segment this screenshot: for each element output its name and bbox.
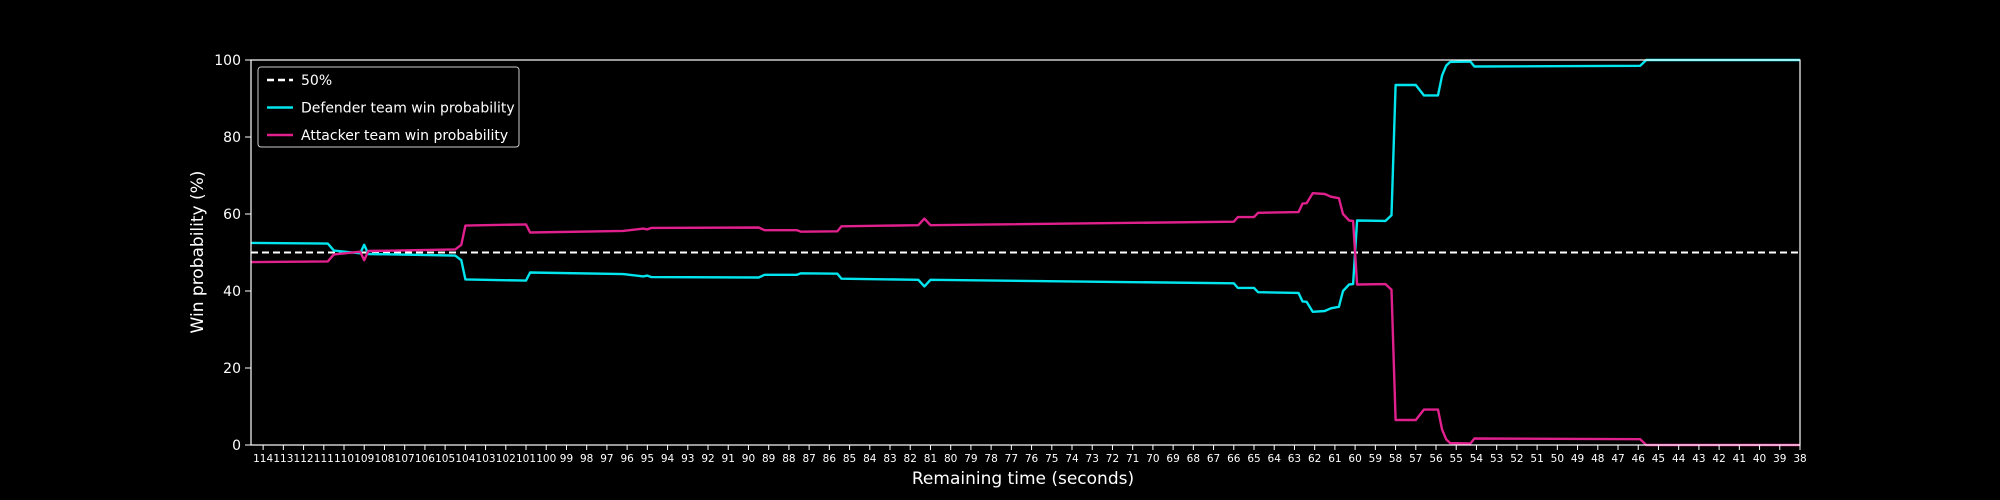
x-tick-label: 88 <box>782 453 795 465</box>
x-tick-label: 57 <box>1409 453 1422 465</box>
y-tick-label: 60 <box>223 207 241 223</box>
x-tick-label: 55 <box>1450 453 1463 465</box>
x-tick-label: 108 <box>374 453 394 465</box>
x-tick-label: 101 <box>516 453 536 465</box>
x-tick-label: 105 <box>435 453 455 465</box>
series-line-defender <box>250 58 1800 313</box>
x-tick-label: 111 <box>314 453 334 465</box>
x-tick-label: 96 <box>620 453 634 465</box>
y-tick-label: 20 <box>223 361 241 377</box>
plot-frame <box>250 59 1801 446</box>
x-tick-label: 67 <box>1207 453 1220 465</box>
legend-item-50-label: 50% <box>301 73 332 89</box>
x-tick-label: 80 <box>944 453 957 465</box>
x-axis-label: Remaining time (seconds) <box>912 469 1134 489</box>
x-tick-label: 72 <box>1106 453 1119 465</box>
x-tick-label: 48 <box>1591 453 1604 465</box>
y-tick-label: 100 <box>214 53 241 69</box>
y-axis: 0 20 40 60 80 100 <box>214 53 251 454</box>
x-tick-label: 103 <box>476 453 496 465</box>
x-tick-label: 76 <box>1025 453 1039 465</box>
x-tick-label: 40 <box>1753 453 1766 465</box>
x-tick-label: 114 <box>253 453 273 465</box>
legend: 50% Defender team win probability Attacker… <box>257 66 520 148</box>
x-tick-label: 42 <box>1712 453 1725 465</box>
legend-item-defender-label: Defender team win probability <box>301 101 515 117</box>
legend-box <box>257 66 520 148</box>
x-tick-label: 70 <box>1146 453 1159 465</box>
x-tick-label: 46 <box>1632 453 1646 465</box>
x-tick-label: 61 <box>1328 453 1341 465</box>
x-tick-label: 39 <box>1773 453 1786 465</box>
x-tick-label: 71 <box>1126 453 1139 465</box>
x-tick-label: 62 <box>1308 453 1321 465</box>
x-tick-label: 47 <box>1611 453 1624 465</box>
y-axis-label: Win probability (%) <box>188 171 208 334</box>
x-tick-label: 41 <box>1733 453 1746 465</box>
x-tick-label: 97 <box>600 453 613 465</box>
x-tick-label: 58 <box>1389 453 1402 465</box>
x-tick-label: 44 <box>1672 453 1686 465</box>
y-tick-label: 40 <box>223 284 241 300</box>
x-tick-label: 64 <box>1268 453 1282 465</box>
x-axis: 114 113 112 111 110 109 108 107 106 105 104 103 102 1… <box>253 445 1807 465</box>
x-tick-label: 84 <box>863 453 877 465</box>
x-tick-label: 98 <box>580 453 593 465</box>
x-tick-label: 81 <box>924 453 937 465</box>
x-tick-label: 100 <box>536 453 556 465</box>
x-tick-label: 77 <box>1005 453 1018 465</box>
x-tick-label: 94 <box>661 453 675 465</box>
x-tick-label: 53 <box>1490 453 1503 465</box>
x-tick-label: 75 <box>1045 453 1058 465</box>
x-tick-label: 43 <box>1692 453 1705 465</box>
x-tick-label: 89 <box>762 453 775 465</box>
y-tick-label: 80 <box>223 130 241 146</box>
x-tick-label: 69 <box>1166 453 1179 465</box>
x-tick-label: 82 <box>904 453 917 465</box>
x-tick-label: 106 <box>415 453 435 465</box>
x-tick-label: 110 <box>334 453 354 465</box>
x-tick-label: 83 <box>883 453 896 465</box>
x-tick-label: 85 <box>843 453 856 465</box>
x-tick-label: 95 <box>641 453 654 465</box>
x-tick-label: 79 <box>964 453 977 465</box>
x-tick-label: 68 <box>1187 453 1200 465</box>
x-tick-label: 92 <box>701 453 714 465</box>
x-tick-label: 50 <box>1551 453 1564 465</box>
x-tick-label: 99 <box>560 453 573 465</box>
x-tick-label: 87 <box>802 453 815 465</box>
x-tick-label: 45 <box>1652 453 1665 465</box>
x-tick-label: 38 <box>1793 453 1806 465</box>
x-tick-label: 74 <box>1065 453 1079 465</box>
x-tick-label: 66 <box>1227 453 1241 465</box>
x-tick-label: 93 <box>681 453 694 465</box>
x-tick-label: 86 <box>823 453 837 465</box>
x-tick-label: 107 <box>395 453 415 465</box>
x-tick-label: 73 <box>1086 453 1099 465</box>
series-line-attacker <box>250 192 1800 447</box>
x-tick-label: 65 <box>1247 453 1260 465</box>
plot-area <box>250 58 1801 447</box>
x-tick-label: 63 <box>1288 453 1301 465</box>
x-tick-label: 104 <box>455 453 475 465</box>
x-tick-label: 113 <box>273 453 293 465</box>
x-tick-label: 112 <box>294 453 314 465</box>
x-tick-label: 90 <box>742 453 755 465</box>
x-tick-label: 52 <box>1510 453 1523 465</box>
x-tick-label: 102 <box>496 453 516 465</box>
x-tick-label: 91 <box>722 453 735 465</box>
x-tick-label: 109 <box>354 453 374 465</box>
x-tick-label: 54 <box>1470 453 1484 465</box>
x-tick-label: 49 <box>1571 453 1584 465</box>
y-tick-label: 0 <box>232 438 241 454</box>
x-tick-label: 56 <box>1429 453 1443 465</box>
x-tick-label: 59 <box>1369 453 1382 465</box>
x-tick-label: 78 <box>984 453 997 465</box>
legend-item-attacker-label: Attacker team win probability <box>301 128 508 144</box>
x-tick-label: 60 <box>1348 453 1361 465</box>
x-tick-label: 51 <box>1530 453 1543 465</box>
